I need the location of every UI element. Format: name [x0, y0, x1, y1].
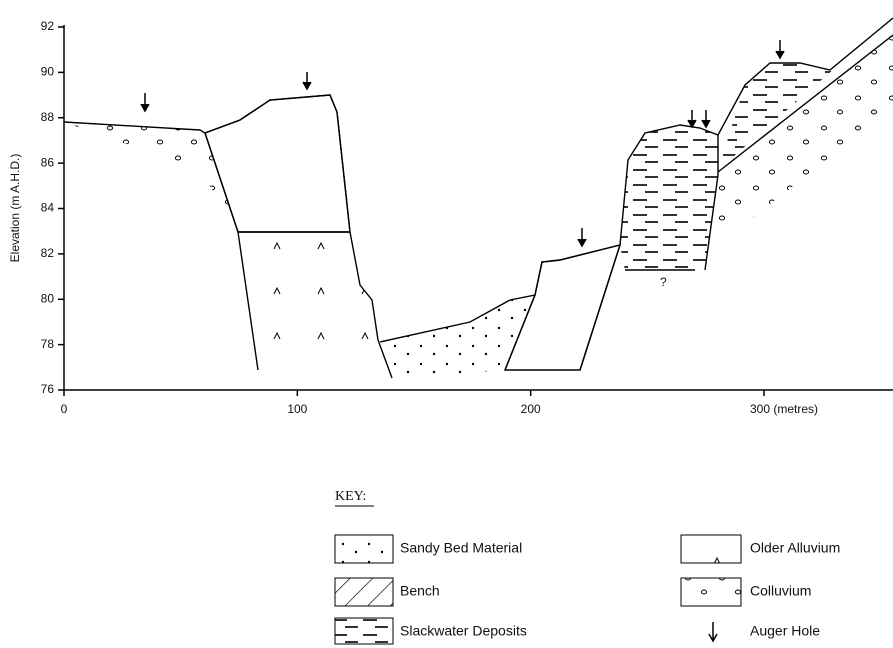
key-swatch [681, 535, 741, 563]
y-tick-label: 80 [41, 291, 55, 305]
key-swatch [335, 535, 393, 563]
key-label: Colluvium [750, 583, 811, 599]
key-label: Older Alluvium [750, 540, 840, 556]
key-arrow [709, 622, 717, 641]
y-tick-label: 84 [41, 201, 55, 215]
y-tick-label: 86 [41, 155, 55, 169]
key-label: Slackwater Deposits [400, 623, 527, 639]
y-tick-label: 88 [41, 110, 55, 124]
auger-arrow [578, 228, 586, 246]
cross-section: ? Elevation (m A.H.D.) 76 78 80 82 84 86 88 90 9… [0, 0, 893, 648]
y-tick-label: 82 [41, 246, 55, 260]
x-tick-label: 300 (metres) [750, 402, 818, 416]
key-label: Auger Hole [750, 623, 820, 639]
auger-arrow [702, 110, 710, 127]
key-label: Bench [400, 583, 440, 599]
key-swatch [335, 618, 393, 644]
auger-arrow [141, 93, 149, 111]
auger-arrow [776, 40, 784, 58]
slackwater-right [620, 125, 718, 270]
units [64, 35, 893, 378]
y-tick-label: 90 [41, 65, 55, 79]
x-tick-label: 100 [287, 402, 307, 416]
x-tick-label: 200 [521, 402, 541, 416]
y-tick-label: 92 [41, 19, 55, 33]
key-title: KEY: [335, 489, 366, 504]
annotation: ? [660, 275, 667, 289]
key-swatch [681, 578, 741, 606]
key-swatch [335, 578, 393, 606]
key: KEY: Sandy Bed Material Older Alluvium B… [335, 489, 840, 644]
colluvium-left [64, 122, 238, 232]
x-tick-label: 0 [61, 402, 68, 416]
y-tick-label: 78 [41, 337, 55, 351]
older-alluvium [238, 232, 380, 370]
auger-arrow [303, 72, 311, 89]
key-label: Sandy Bed Material [400, 540, 522, 556]
y-tick-label: 76 [41, 382, 55, 396]
y-axis-label: Elevation (m A.H.D.) [8, 154, 22, 263]
auger-arrow [688, 110, 696, 127]
